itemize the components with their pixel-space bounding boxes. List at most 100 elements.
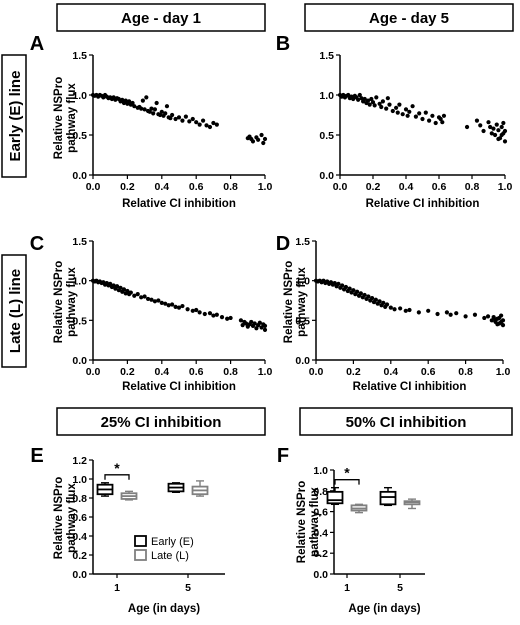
data-point: [481, 128, 486, 134]
data-point: [496, 128, 501, 133]
box-early: [379, 490, 397, 506]
data-point: [238, 318, 244, 323]
data-point: [435, 311, 440, 317]
data-point: [358, 291, 363, 296]
data-point: [140, 98, 145, 103]
data-point: [207, 124, 213, 130]
data-point: [496, 136, 501, 142]
y-axis-title-line2: pathway flux: [296, 267, 308, 337]
data-point: [180, 118, 185, 123]
header-ci25: 25% CI inhibition: [56, 407, 266, 436]
data-point: [108, 281, 113, 286]
data-point: [346, 92, 351, 98]
y-tick-label: 0.0: [72, 170, 87, 182]
data-point: [472, 312, 478, 317]
data-point: [444, 310, 449, 315]
header-ci50-label: 50% CI inhibition: [346, 414, 467, 431]
panel-letter-b: B: [276, 33, 290, 55]
x-tick-label: 1: [344, 582, 350, 594]
data-point: [374, 95, 379, 100]
legend-swatch-late: [134, 549, 147, 561]
data-point: [489, 318, 494, 323]
x-tick-label: 0.0: [86, 366, 101, 378]
data-point: [377, 299, 382, 304]
data-point: [123, 98, 128, 103]
x-tick-label: 0.2: [120, 366, 135, 378]
data-point: [252, 321, 257, 326]
data-point: [423, 110, 428, 115]
data-point: [139, 295, 144, 300]
panel-letter-e: E: [30, 445, 43, 467]
data-point: [463, 314, 468, 319]
data-point: [410, 104, 415, 109]
y-axis-title-line1: Relative NSPro: [53, 261, 65, 343]
data-point: [211, 313, 216, 318]
y-tick-label: 0.4: [72, 531, 87, 543]
x-tick-label: 0.6: [432, 181, 447, 193]
data-point: [190, 116, 195, 122]
data-point: [214, 122, 219, 127]
y-axis-title-line2: pathway flux: [66, 483, 78, 553]
x-tick-label: 0.4: [399, 181, 414, 193]
data-point: [499, 132, 504, 138]
y-tick-label: 0.5: [72, 315, 87, 327]
data-point: [180, 303, 185, 309]
data-point: [440, 120, 445, 125]
data-point: [254, 326, 259, 331]
header-day1: Age - day 1: [56, 3, 266, 32]
data-point: [370, 100, 376, 105]
data-point: [381, 300, 386, 305]
data-point: [240, 322, 245, 328]
data-point: [482, 315, 487, 321]
data-point: [426, 308, 431, 313]
y-axis-title-line1: Relative NSPro: [53, 477, 65, 559]
data-point: [488, 124, 493, 130]
data-point: [438, 116, 443, 122]
data-point: [173, 304, 178, 309]
data-point: [207, 311, 213, 316]
data-point: [441, 113, 447, 118]
y-tick-label: 1.0: [313, 465, 328, 477]
data-point: [448, 312, 453, 317]
data-point: [111, 283, 116, 288]
y-tick-label: 0.2: [72, 550, 87, 562]
data-point: [351, 288, 356, 293]
data-point: [336, 281, 341, 286]
data-point: [190, 308, 195, 313]
panel-letter-f: F: [277, 445, 289, 467]
panel-d: D 0.0 0.5 1.0 1.5 Relative NSPro pathway flux 0…: [276, 233, 511, 393]
data-point: [347, 286, 352, 291]
data-point: [384, 302, 390, 307]
data-point: [147, 109, 152, 114]
panel-a: A 0.0 0.5 1.0 1.5 Relative NSPro pathway flux 0…: [30, 33, 273, 210]
data-point: [494, 122, 499, 127]
data-point: [135, 292, 140, 297]
y-axis-title-line2: pathway flux: [66, 267, 78, 337]
x-tick-label: 1: [114, 582, 120, 594]
y-tick-label: 0.0: [72, 569, 87, 581]
header-early-line: Early (E) line: [1, 54, 27, 178]
data-point: [219, 315, 225, 320]
data-point: [454, 311, 459, 316]
header-late-line: Late (L) line: [1, 254, 27, 368]
x-tick-label: 0.4: [154, 181, 169, 193]
y-axis-title-line1: Relative NSPro: [53, 77, 65, 159]
data-point: [144, 95, 149, 100]
panel-letter-d: D: [276, 233, 290, 255]
data-point: [187, 119, 192, 124]
y-tick-label: 1.5: [319, 50, 334, 62]
significance-bracket: [334, 479, 360, 485]
data-point: [173, 116, 178, 122]
data-point: [405, 113, 410, 118]
data-point: [142, 294, 147, 299]
y-tick-label: 1.0: [319, 90, 334, 102]
data-point: [204, 123, 209, 128]
data-point: [355, 289, 360, 294]
data-point: [166, 303, 171, 308]
header-early-line-label: Early (E) line: [7, 71, 24, 162]
data-point: [176, 305, 182, 310]
data-point: [377, 101, 382, 106]
y-tick-label: 1.5: [72, 50, 87, 62]
data-point: [163, 301, 168, 306]
y-tick-label: 0.8: [72, 493, 87, 505]
